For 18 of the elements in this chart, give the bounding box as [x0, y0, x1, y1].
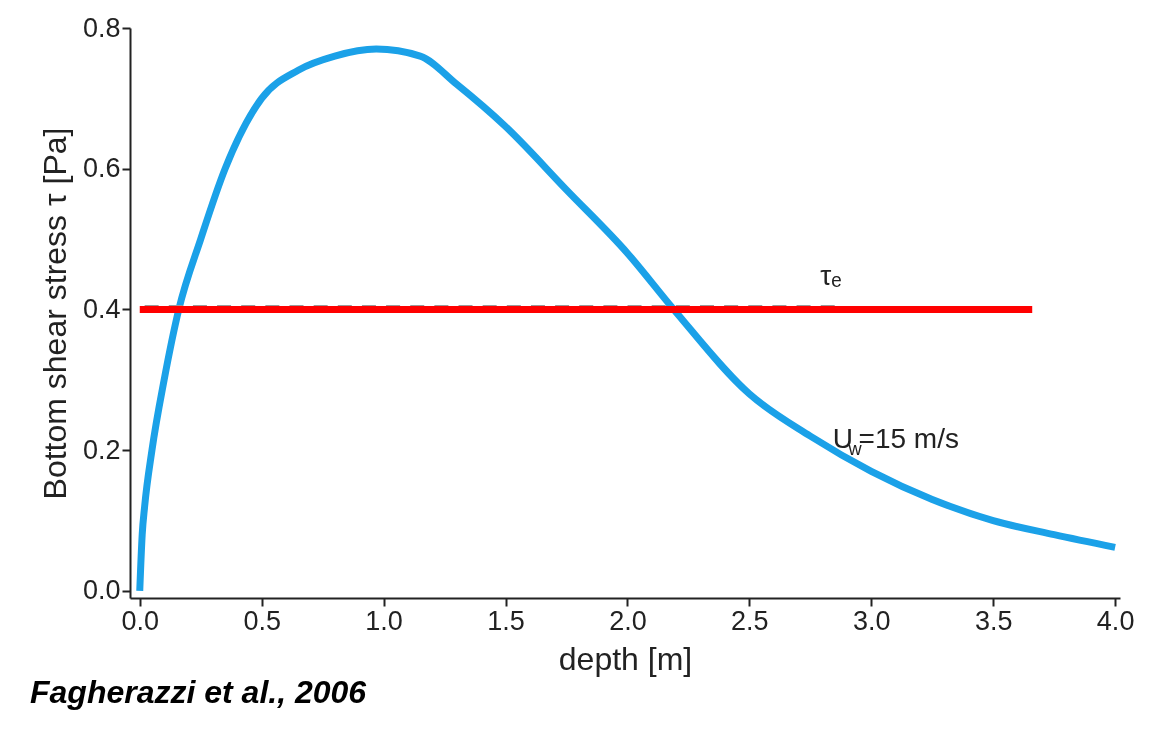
x-tick-label: 4.0 — [1096, 605, 1135, 636]
text: Fagherazzi et al., 2006 — [30, 674, 367, 710]
x-tick-label: 1.5 — [487, 605, 525, 636]
y-tick-label: 0.0 — [82, 575, 121, 606]
x-tick-label: 3.0 — [853, 605, 891, 636]
x-tick-label: 0.5 — [243, 605, 281, 636]
x-tick-label: 2.0 — [609, 605, 647, 636]
x-tick-label: 1.0 — [365, 605, 403, 636]
y-axis-title: Bottom shear stress τ [Pa] — [36, 127, 73, 500]
x-tick-label: 3.5 — [974, 605, 1013, 636]
series-label: τₑ — [820, 260, 842, 292]
x-tick-label: 0.0 — [121, 605, 160, 636]
y-tick-label: 0.8 — [82, 12, 121, 43]
y-tick-label: 0.6 — [82, 153, 121, 184]
y-tick-label: 0.2 — [82, 434, 121, 465]
y-tick-label: 0.4 — [82, 293, 121, 324]
x-axis-title: depth [m] — [558, 640, 693, 677]
x-tick-label: 2.5 — [731, 605, 769, 636]
